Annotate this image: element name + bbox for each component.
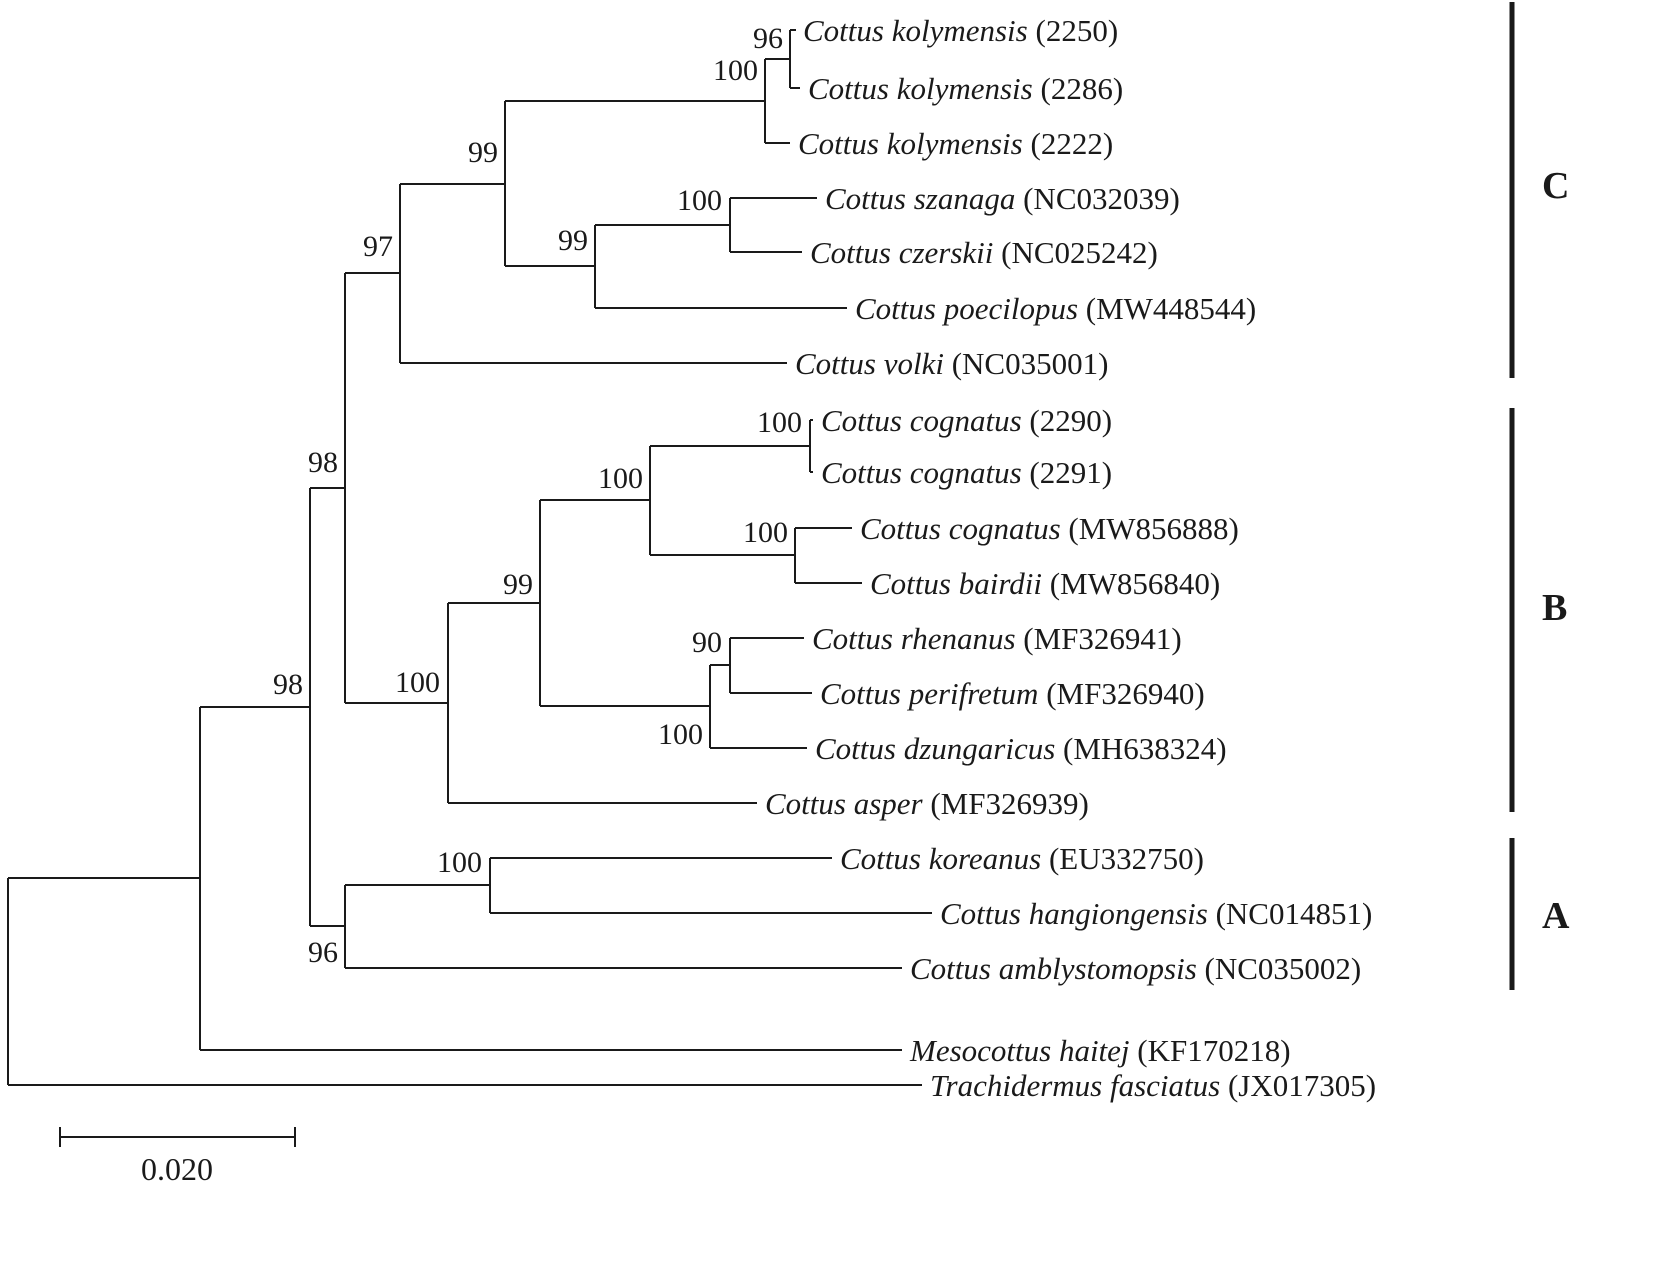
bootstrap-value: 99 [468,136,498,169]
taxon-accession: (NC014851) [1208,896,1372,931]
taxon-label: Cottus amblystomopsis (NC035002) [910,951,1361,986]
taxon-accession: (NC025242) [993,235,1157,270]
taxon-accession: (MF326941) [1016,621,1182,656]
taxon-accession: (NC035001) [944,346,1108,381]
taxon-species-name: Cottus volki [795,346,944,381]
taxon-label: Cottus czerskii (NC025242) [810,235,1158,270]
bootstrap-value: 100 [437,846,482,879]
bootstrap-value: 100 [598,462,643,495]
taxon-label: Cottus kolymensis (2222) [798,126,1113,161]
taxon-species-name: Cottus kolymensis [803,13,1028,48]
taxon-label: Cottus hangiongensis (NC014851) [940,896,1372,931]
taxon-label: Mesocottus haitej (KF170218) [909,1033,1291,1068]
taxon-accession: (MF326939) [923,786,1089,821]
taxon-label: Cottus cognatus (MW856888) [860,511,1239,546]
bootstrap-value: 100 [658,718,703,751]
taxon-species-name: Cottus asper [765,786,924,821]
taxon-species-name: Cottus hangiongensis [940,896,1208,931]
taxon-label: Cottus kolymensis (2250) [803,13,1118,48]
taxon-accession: (MW856888) [1061,511,1239,546]
taxon-accession: (MF326940) [1038,676,1204,711]
taxon-species-name: Cottus czerskii [810,235,993,270]
bootstrap-value: 96 [753,22,783,55]
bootstrap-value: 90 [692,626,722,659]
taxon-label: Cottus szanaga (NC032039) [825,181,1180,216]
taxon-species-name: Cottus bairdii [870,566,1042,601]
bootstrap-value: 99 [503,568,533,601]
bootstrap-value: 100 [743,516,788,549]
taxon-species-name: Cottus kolymensis [798,126,1023,161]
scale-bar-label: 0.020 [141,1151,213,1187]
taxon-species-name: Mesocottus haitej [909,1033,1130,1068]
taxon-species-name: Cottus dzungaricus [815,731,1055,766]
taxon-label: Cottus dzungaricus (MH638324) [815,731,1227,766]
bootstrap-value: 97 [363,230,393,263]
taxon-species-name: Trachidermus fasciatus [930,1068,1220,1103]
taxon-label: Trachidermus fasciatus (JX017305) [930,1068,1376,1103]
taxon-species-name: Cottus koreanus [840,841,1041,876]
taxon-label: Cottus rhenanus (MF326941) [812,621,1182,656]
taxon-label: Cottus perifretum (MF326940) [820,676,1205,711]
taxon-accession: (2291) [1022,455,1112,490]
taxon-label: Cottus poecilopus (MW448544) [855,291,1256,326]
taxon-species-name: Cottus cognatus [821,455,1022,490]
taxon-species-name: Cottus poecilopus [855,291,1078,326]
bootstrap-value: 100 [395,666,440,699]
taxon-accession: (2290) [1022,403,1112,438]
bootstrap-value: 100 [677,184,722,217]
taxon-accession: (2286) [1033,71,1123,106]
bootstrap-value: 96 [308,936,338,969]
taxon-accession: (2250) [1028,13,1118,48]
bootstrap-value: 99 [558,224,588,257]
clade-label: B [1542,587,1567,629]
taxon-label: Cottus bairdii (MW856840) [870,566,1220,601]
taxon-label: Cottus cognatus (2291) [821,455,1112,490]
clade-label: A [1542,895,1570,937]
taxon-accession: (2222) [1023,126,1113,161]
bootstrap-value: 98 [308,446,338,479]
taxon-label: Cottus koreanus (EU332750) [840,841,1204,876]
taxon-label: Cottus kolymensis (2286) [808,71,1123,106]
taxon-species-name: Cottus kolymensis [808,71,1033,106]
taxon-accession: (NC035002) [1197,951,1361,986]
bootstrap-value: 98 [273,668,303,701]
taxon-label: Cottus asper (MF326939) [765,786,1089,821]
taxon-accession: (KF170218) [1130,1033,1291,1068]
taxon-accession: (EU332750) [1041,841,1204,876]
taxon-species-name: Cottus cognatus [860,511,1061,546]
taxon-accession: (MH638324) [1055,731,1226,766]
clade-label: C [1542,165,1569,207]
taxon-accession: (JX017305) [1220,1068,1376,1103]
taxon-accession: (MW856840) [1042,566,1220,601]
taxon-species-name: Cottus amblystomopsis [910,951,1197,986]
taxon-species-name: Cottus perifretum [820,676,1038,711]
taxon-species-name: Cottus szanaga [825,181,1015,216]
taxon-accession: (MW448544) [1078,291,1256,326]
taxon-label: Cottus cognatus (2290) [821,403,1112,438]
bootstrap-value: 100 [757,406,802,439]
taxon-label: Cottus volki (NC035001) [795,346,1108,381]
taxon-species-name: Cottus cognatus [821,403,1022,438]
bootstrap-value: 100 [713,54,758,87]
taxon-accession: (NC032039) [1015,181,1179,216]
taxon-species-name: Cottus rhenanus [812,621,1016,656]
